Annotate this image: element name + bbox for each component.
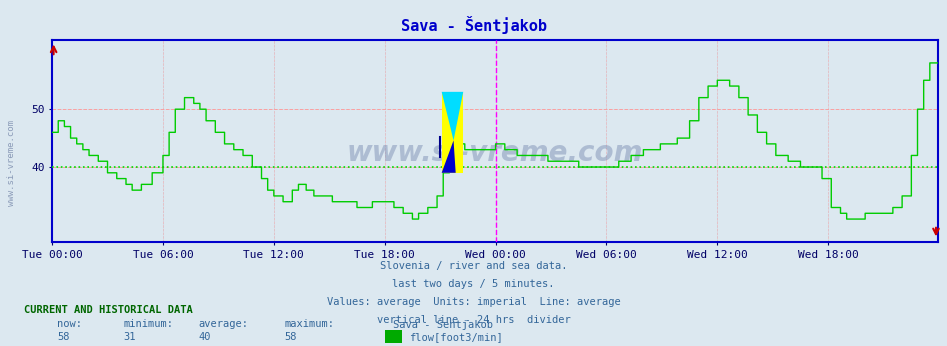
Text: CURRENT AND HISTORICAL DATA: CURRENT AND HISTORICAL DATA	[24, 305, 192, 315]
Text: last two days / 5 minutes.: last two days / 5 minutes.	[392, 279, 555, 289]
Text: average:: average:	[199, 319, 249, 328]
Bar	[441, 92, 463, 173]
Text: 31: 31	[123, 333, 135, 342]
Polygon shape	[441, 92, 463, 140]
Text: now:: now:	[57, 319, 81, 328]
Text: 58: 58	[284, 333, 296, 342]
Text: Sava - Šentjakob: Sava - Šentjakob	[393, 318, 493, 329]
Text: minimum:: minimum:	[123, 319, 173, 328]
Polygon shape	[441, 140, 456, 173]
Text: vertical line - 24 hrs  divider: vertical line - 24 hrs divider	[377, 315, 570, 325]
Text: 58: 58	[57, 333, 69, 342]
Text: www.si-vreme.com: www.si-vreme.com	[347, 139, 643, 167]
Text: maximum:: maximum:	[284, 319, 334, 328]
Text: flow[foot3/min]: flow[foot3/min]	[409, 333, 503, 342]
Text: Slovenia / river and sea data.: Slovenia / river and sea data.	[380, 261, 567, 271]
Text: Values: average  Units: imperial  Line: average: Values: average Units: imperial Line: av…	[327, 297, 620, 307]
Text: Sava - Šentjakob: Sava - Šentjakob	[401, 16, 546, 34]
Text: www.si-vreme.com: www.si-vreme.com	[7, 120, 16, 206]
Text: 40: 40	[199, 333, 211, 342]
